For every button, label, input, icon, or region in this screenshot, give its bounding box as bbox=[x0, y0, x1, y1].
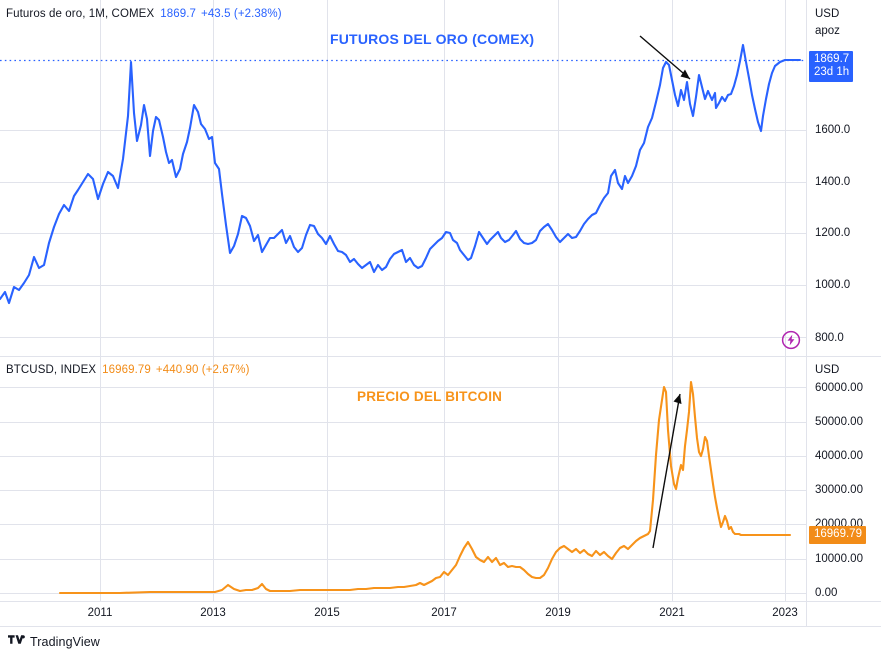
time-axis-label: 2023 bbox=[772, 607, 798, 619]
gold-symbol-label: Futuros de oro, 1M, COMEX bbox=[6, 8, 155, 20]
bitcoin-axis-tick: 30000.00 bbox=[815, 484, 863, 496]
gold-pane-gridlines bbox=[0, 0, 806, 356]
gold-axis-tick: 1000.0 bbox=[815, 279, 851, 291]
lightning-bolt-icon[interactable] bbox=[781, 330, 801, 350]
gold-currency-unit-line1: USD bbox=[815, 8, 840, 20]
gold-badge-countdown: 23d 1h bbox=[814, 66, 850, 78]
time-axis-label: 2021 bbox=[659, 607, 685, 619]
bitcoin-axis-tick: 10000.00 bbox=[815, 553, 863, 565]
gold-current-price-badge[interactable]: 1869.7 23d 1h bbox=[809, 51, 854, 82]
bitcoin-chart-annotation-title: PRECIO DEL BITCOIN bbox=[357, 389, 503, 404]
bitcoin-price-scale[interactable]: USD 60000.00 50000.00 40000.00 30000.00 … bbox=[807, 357, 881, 601]
gold-badge-price: 1869.7 bbox=[814, 53, 850, 65]
time-axis-label: 2011 bbox=[87, 607, 113, 619]
gold-last-price: 1869.7 bbox=[160, 8, 196, 20]
gold-axis-tick: 1600.0 bbox=[815, 124, 851, 136]
gold-axis-tick: 1400.0 bbox=[815, 176, 851, 188]
tradingview-branding[interactable]: TradingView bbox=[8, 633, 100, 651]
time-axis-label: 2017 bbox=[431, 607, 457, 619]
bitcoin-last-price: 16969.79 bbox=[102, 364, 151, 376]
gold-price-line bbox=[0, 43, 802, 305]
gold-axis-tick: 1200.0 bbox=[815, 227, 851, 239]
bitcoin-current-price-badge[interactable]: 16969.79 bbox=[809, 526, 866, 544]
bitcoin-pane-legend[interactable]: BTCUSD, INDEX 16969.79 +440.90 (+2.67%) bbox=[6, 363, 250, 377]
bitcoin-axis-tick: 40000.00 bbox=[815, 450, 863, 462]
tradingview-logo-icon bbox=[8, 633, 25, 651]
bitcoin-price-line bbox=[58, 380, 792, 595]
bitcoin-currency-unit: USD bbox=[815, 364, 840, 376]
gold-trend-arrow-icon bbox=[639, 35, 691, 80]
bitcoin-trend-arrow-icon bbox=[652, 393, 682, 549]
time-axis-label: 2015 bbox=[314, 607, 340, 619]
pane-separators bbox=[0, 0, 881, 627]
gold-currency-unit-line2: apoz bbox=[815, 25, 840, 37]
bitcoin-symbol-label: BTCUSD, INDEX bbox=[6, 364, 97, 376]
gold-price-scale[interactable]: USD apoz 1869.7 23d 1h 1600.0 1400.0 120… bbox=[807, 0, 881, 356]
bitcoin-axis-tick: 60000.00 bbox=[815, 382, 863, 394]
gold-pane-legend[interactable]: Futuros de oro, 1M, COMEX 1869.7 +43.5 (+2… bbox=[6, 7, 282, 21]
bitcoin-axis-tick: 0.00 bbox=[815, 587, 838, 599]
bitcoin-change: +440.90 (+2.67%) bbox=[155, 364, 250, 376]
time-axis-label: 2013 bbox=[200, 607, 226, 619]
gold-change: +43.5 (+2.38%) bbox=[201, 8, 282, 20]
gold-axis-tick: 800.0 bbox=[815, 332, 844, 344]
time-axis[interactable]: 2011 2013 2015 2017 2019 2021 2023 bbox=[0, 601, 807, 627]
gold-chart-annotation-title: FUTUROS DEL ORO (COMEX) bbox=[330, 31, 535, 47]
time-axis-label: 2019 bbox=[545, 607, 571, 619]
bitcoin-axis-tick: 50000.00 bbox=[815, 416, 863, 428]
tradingview-brand-label: TradingView bbox=[30, 635, 100, 649]
